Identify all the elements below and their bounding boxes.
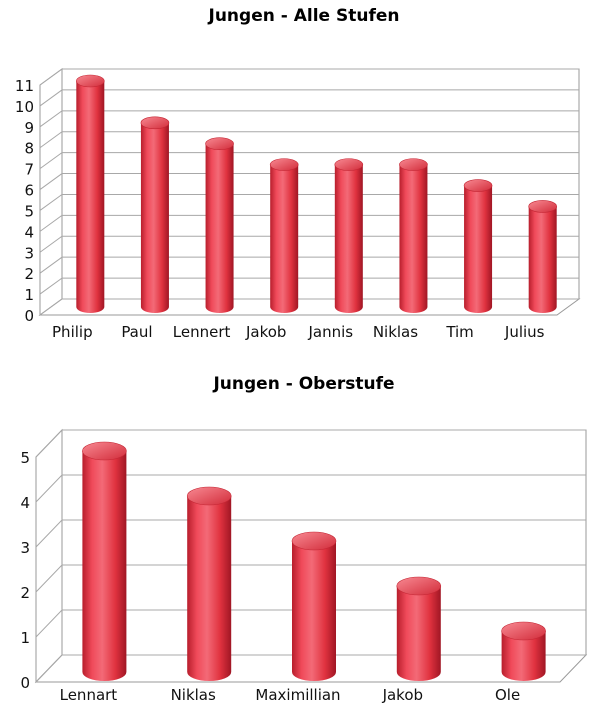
gridline	[39, 131, 579, 149]
bar	[291, 531, 337, 681]
x-tick-label: Philip	[52, 323, 93, 341]
x-tick-label: Lennert	[173, 323, 231, 341]
x-tick-label: Paul	[121, 323, 152, 341]
x-tick-label: Jannis	[308, 323, 354, 341]
chart-1-title: Jungen - Alle Stufen	[208, 6, 400, 26]
y-tick-label: 0	[24, 307, 34, 325]
bar	[399, 158, 428, 313]
bar	[186, 486, 232, 681]
bar	[396, 576, 442, 681]
y-tick-label: 0	[20, 674, 30, 692]
x-tick-label: Tim	[445, 323, 473, 341]
gridline	[35, 519, 586, 548]
bar	[501, 621, 546, 681]
y-tick-label: 1	[20, 629, 30, 647]
chart-2-title: Jungen - Oberstufe	[213, 374, 395, 394]
gridline	[39, 89, 579, 107]
chart-2-plot: 0 1 2 3 4 5 Lennart Niklas Maximillian Jakob Ole	[20, 428, 588, 704]
y-tick-label: 10	[15, 98, 34, 116]
x-tick-label: Ole	[495, 686, 520, 704]
y-tick-label: 3	[20, 539, 30, 557]
y-tick-label: 3	[24, 244, 34, 262]
gridline	[39, 152, 579, 170]
gridline	[35, 429, 586, 458]
bar	[463, 179, 493, 313]
bar	[76, 74, 105, 313]
bar	[334, 158, 364, 313]
y-tick-label: 2	[24, 265, 34, 283]
bar	[82, 441, 127, 681]
y-tick-label: 4	[24, 223, 34, 241]
chart-1-plot: 0 1 2 3 4 5 6 7 8 9 10 11 Philip Paul Lennert Jakob Jann…	[15, 68, 581, 341]
x-tick-label: Lennart	[60, 686, 118, 704]
bar	[140, 116, 170, 314]
y-tick-label: 6	[24, 182, 34, 200]
gridline	[39, 110, 579, 128]
gridline	[39, 68, 579, 86]
x-tick-label: Niklas	[373, 323, 418, 341]
bar	[205, 137, 234, 313]
gridline	[35, 474, 586, 503]
x-tick-label: Jakob	[245, 323, 286, 341]
y-tick-label: 8	[24, 140, 34, 158]
y-tick-label: 7	[24, 161, 34, 179]
bar	[269, 158, 299, 313]
y-tick-label: 5	[20, 449, 30, 467]
gridline	[35, 564, 586, 593]
y-tick-label: 4	[20, 494, 30, 512]
x-tick-label: Jakob	[382, 686, 423, 704]
y-tick-label: 1	[24, 286, 34, 304]
x-tick-label: Julius	[504, 323, 545, 341]
y-tick-label: 11	[15, 77, 34, 95]
y-tick-label: 2	[20, 584, 30, 602]
x-tick-label: Niklas	[171, 686, 216, 704]
y-tick-label: 9	[24, 119, 34, 137]
y-tick-label: 5	[24, 202, 34, 220]
bar	[528, 200, 557, 313]
x-tick-label: Maximillian	[255, 686, 340, 704]
